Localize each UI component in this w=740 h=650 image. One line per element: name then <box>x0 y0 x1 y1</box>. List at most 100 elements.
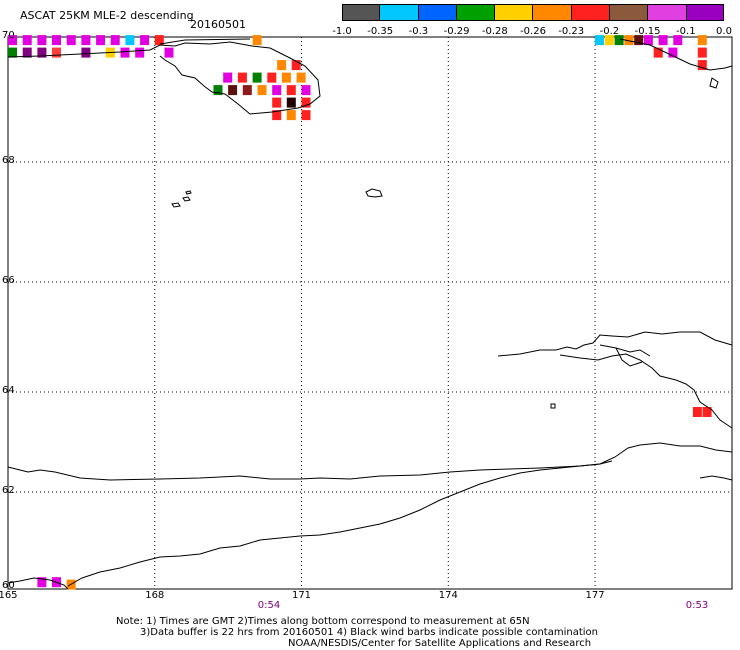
wind-data-cell <box>140 35 150 46</box>
wind-data-cell <box>668 47 678 58</box>
island-small-2 <box>171 190 192 208</box>
wind-data-cell <box>702 407 712 417</box>
time-label: 0:54 <box>257 600 281 611</box>
wind-data-cell <box>301 85 311 96</box>
wind-data-cell <box>52 35 61 46</box>
wind-data-cell <box>37 35 47 46</box>
colorbar-swatch-5 <box>533 4 572 21</box>
colorbar-swatch-6 <box>571 4 611 21</box>
island-small-1 <box>365 188 383 198</box>
wind-data-cell <box>110 35 120 46</box>
island-east-tip <box>709 77 719 89</box>
note-line-1: Note: 1) Times are GMT 2)Times along bot… <box>116 616 530 627</box>
wind-data-cell <box>22 47 32 58</box>
wind-data-cell <box>257 85 267 96</box>
colorbar-tick-label: 0.0 <box>716 26 732 37</box>
wind-data-cell <box>242 85 252 96</box>
coastline-koryak <box>67 460 613 587</box>
colorbar-tick-label: -0.28 <box>481 26 508 37</box>
wind-data-cell <box>81 47 91 58</box>
colorbar-tick-label: -0.29 <box>443 26 470 37</box>
longitude-label: 177 <box>585 590 605 601</box>
longitude-label: 165 <box>0 590 18 601</box>
wind-data-cell <box>277 60 287 71</box>
colorbar-tick-label: -0.35 <box>367 26 394 37</box>
wind-data-cell <box>252 72 262 83</box>
wind-data-cell <box>223 72 233 83</box>
wind-data-cell <box>252 35 262 46</box>
colorbar-tick-label: -0.23 <box>558 26 585 37</box>
wind-data-cell <box>692 407 702 417</box>
wind-data-cell <box>653 47 663 58</box>
colorbar-swatch-8 <box>648 4 687 21</box>
map-date: 20160501 <box>190 18 246 31</box>
island-small-3 <box>550 403 556 409</box>
time-label: 0:53 <box>685 600 709 611</box>
wind-data-cell <box>301 97 311 108</box>
wind-data-cell <box>37 577 47 588</box>
wind-data-cell <box>8 47 17 58</box>
colorbar-tick-label: -0.1 <box>676 26 696 37</box>
wind-data-cell <box>614 35 624 46</box>
wind-data-cell <box>52 47 61 58</box>
latitude-label: 60 <box>2 580 15 591</box>
wind-data-cell <box>8 35 17 46</box>
colorbar-swatch-9 <box>686 4 724 21</box>
latitude-label: 64 <box>2 385 15 396</box>
coastline-st-lawrence <box>699 475 733 481</box>
colorbar-tick-label: -0.2 <box>599 26 620 37</box>
coastline-chukotka-north <box>7 41 321 115</box>
map-frame <box>7 36 733 590</box>
wind-data-cell <box>96 35 106 46</box>
wind-data-cell <box>697 60 707 71</box>
wind-data-cell <box>643 35 653 46</box>
wind-data-cell <box>697 47 707 58</box>
colorbar-tick-label: -0.26 <box>520 26 546 37</box>
colorbar-tick-label: -1.0 <box>332 26 352 37</box>
latitude-label: 66 <box>2 275 15 286</box>
wind-data-cell <box>286 97 296 108</box>
wind-data-cell <box>125 35 135 46</box>
wind-data-cell <box>291 60 301 71</box>
wind-data-cell <box>272 97 282 108</box>
map-title: ASCAT 25KM MLE-2 descending <box>20 9 194 22</box>
wind-data-cell <box>697 35 707 46</box>
wind-data-cell <box>286 85 296 96</box>
colorbar-swatch-1 <box>380 4 419 21</box>
wind-data-cell <box>237 72 247 83</box>
coastline-seward-peninsula <box>497 331 733 429</box>
coastline-southwest-cape <box>7 577 69 590</box>
colorbar <box>342 4 724 21</box>
wind-data-cell <box>301 110 311 121</box>
wind-data-cell <box>272 85 282 96</box>
longitude-label: 174 <box>438 590 458 601</box>
latitude-label: 68 <box>2 155 15 166</box>
coastline-gulf-of-anadyr <box>7 442 733 481</box>
latitude-label: 70 <box>2 30 15 41</box>
wind-data-cell <box>66 35 76 46</box>
wind-data-cell <box>37 47 47 58</box>
wind-data-cell <box>296 72 306 83</box>
wind-data-cell <box>154 35 164 46</box>
wind-data-cell <box>281 72 291 83</box>
colorbar-frame <box>342 4 724 21</box>
wind-data-cell <box>164 47 174 58</box>
longitude-label: 171 <box>291 590 312 601</box>
coastline-chukotka-north-east <box>159 38 733 71</box>
wind-data-cell <box>604 35 614 46</box>
wind-data-cell <box>81 35 91 46</box>
colorbar-swatch-3 <box>456 4 496 21</box>
wind-data-cell <box>286 110 296 121</box>
note-line-3: NOAA/NESDIS/Center for Satellite Applica… <box>288 638 592 649</box>
colorbar-tick-label: -0.15 <box>634 26 661 37</box>
wind-data-cell <box>135 47 145 58</box>
wind-data-cell <box>272 110 282 121</box>
colorbar-tick-label: -0.3 <box>408 26 429 37</box>
colorbar-swatch-7 <box>610 4 649 21</box>
note-line-2: 3)Data buffer is 22 hrs from 20160501 4)… <box>140 627 598 638</box>
wind-data-cell <box>634 35 644 46</box>
wind-data-cell <box>624 35 634 46</box>
colorbar-swatch-0 <box>342 4 381 21</box>
wind-data-cell <box>595 35 604 46</box>
